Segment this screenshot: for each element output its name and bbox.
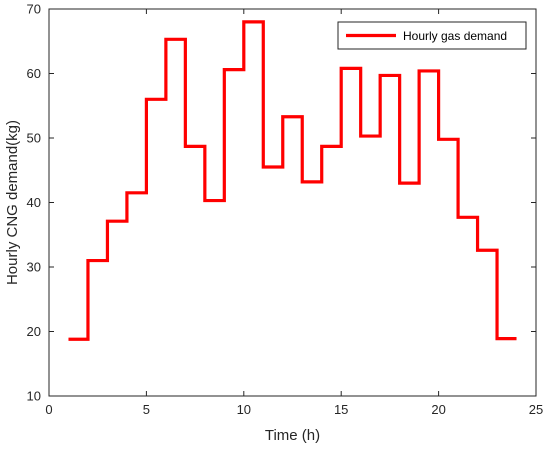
series-line-hourly-gas-demand — [68, 20, 517, 341]
y-tick-label: 60 — [27, 66, 41, 81]
x-tick-label: 15 — [334, 402, 348, 417]
x-tick-label: 25 — [529, 402, 543, 417]
y-tick-label: 10 — [27, 389, 41, 404]
x-tick-label: 20 — [431, 402, 445, 417]
legend: Hourly gas demand — [337, 21, 527, 50]
y-tick-label: 50 — [27, 131, 41, 146]
x-tick-label: 0 — [45, 402, 52, 417]
tick-labels: 0 5 10 15 20 25 10 20 30 40 50 60 70 — [27, 2, 544, 418]
x-tick-label: 5 — [143, 402, 150, 417]
plot-area — [49, 9, 536, 396]
y-axis-title: Hourly CNG demand(kg) — [4, 120, 21, 285]
x-tick-label: 10 — [237, 402, 251, 417]
y-tick-label: 40 — [27, 195, 41, 210]
y-tick-label: 30 — [27, 260, 41, 275]
y-tick-label: 70 — [27, 2, 41, 17]
legend-label: Hourly gas demand — [403, 29, 507, 43]
y-tick-label: 20 — [27, 324, 41, 339]
axes-box — [48, 8, 537, 397]
x-axis-title: Time (h) — [265, 427, 320, 444]
